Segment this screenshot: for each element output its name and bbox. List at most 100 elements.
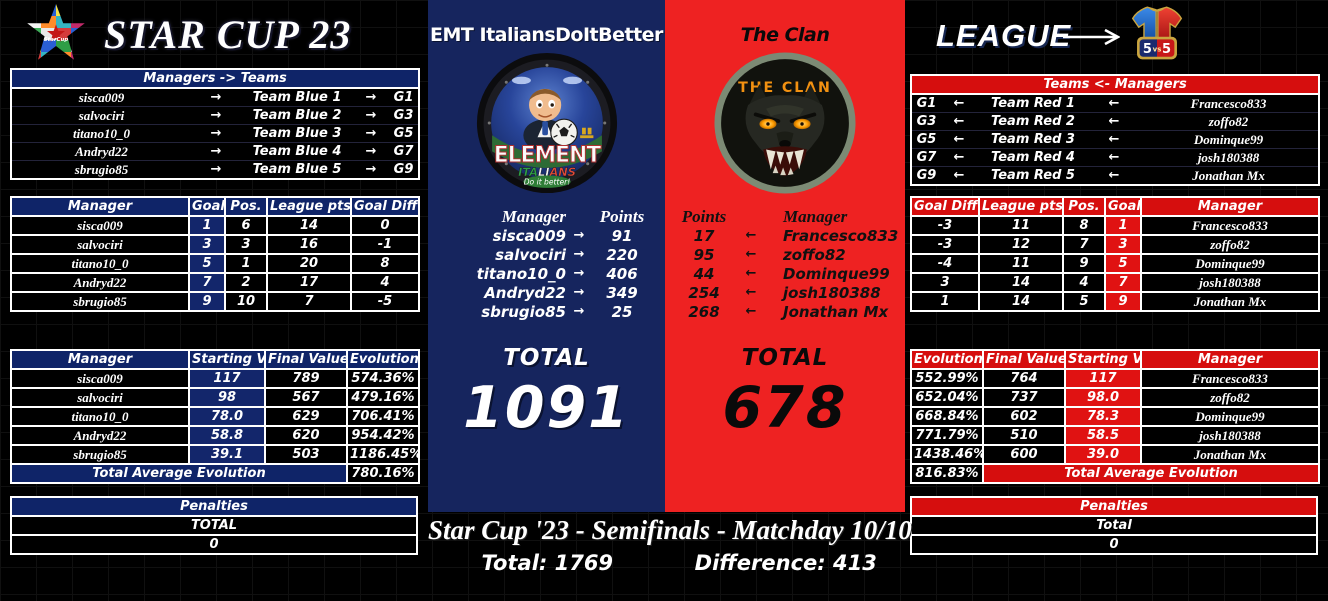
arrow-right-icon: → [573,247,585,262]
page-title: STAR CUP 23 [104,11,352,57]
column-header: League pts. [266,196,352,217]
arrow-left-icon: ← [1089,148,1139,167]
column-header: Goal [1104,196,1142,217]
match-footer: Star Cup '23 - Semifinals - Matchday 10/… [428,515,912,575]
match-title: Star Cup '23 - Semifinals - Matchday 10/… [428,515,912,545]
arrow-left-icon: ← [941,130,977,149]
final-value: 567 [264,387,348,408]
table-row: G7 ← Team Red 4 ← josh180388 [911,148,1320,167]
position-value: 9 [1062,253,1106,274]
element-italians-logo-icon: ELEMENT ITALIANS Do it better! [476,52,617,194]
blue-team-logo: ELEMENT ITALIANS Do it better! [476,52,618,194]
team-name: Team Blue 4 [241,142,353,161]
goal-value: 7 [188,272,226,293]
table-row: salvociri 3 3 16 -1 [10,234,420,255]
final-value: 629 [264,406,348,427]
arrow-left-icon: ← [1089,166,1139,185]
final-value: 503 [264,444,348,465]
column-header: Evolution [910,349,984,370]
table-row: salvociri 98 567 479.16% [10,387,420,408]
arrow-left-icon: ← [941,93,977,113]
list-item: 44 ← Dominque99 [675,264,895,283]
manager-name: titano10_0 [11,124,191,143]
position-value: 7 [1062,234,1106,255]
team-name: Team Blue 3 [241,124,353,143]
column-header: Evolution [346,349,420,370]
evolution-value: 479.16% [346,387,420,408]
column-header: Goal Diff. [910,196,980,217]
arrow-right-icon: → [353,87,389,107]
arrow-left-icon: ← [1089,130,1139,149]
starting-value: 117 [1064,368,1142,389]
manager-name: Francesco833 [1140,215,1320,236]
manager-name: zoffo82 [1139,112,1320,131]
league-header: LEAGUE 5 vs 5 [910,4,1328,68]
list-item: sbrugio85 → 25 [438,302,655,321]
league-points-value: 17 [266,272,352,293]
manager-name: sisca009 [492,226,566,245]
final-value: 737 [982,387,1066,408]
manager-column-header: Manager [783,206,848,226]
table-header: Teams <- Managers [909,74,1321,95]
column-header: Manager [1140,349,1320,370]
blue-team-panel: EMT ItaliansDoItBetter [428,0,665,512]
league-points-value: 7 [266,291,352,312]
table-row: G3 ← Team Red 2 ← zoffo82 [911,112,1320,131]
arrow-right-icon: → [191,106,241,125]
manager-name: Francesco833 [783,226,899,245]
column-header: Pos. [224,196,268,217]
manager-name: sisca009 [11,87,191,107]
arrow-right-icon: → [191,124,241,143]
arrow-right-icon: → [191,87,241,107]
points-value: 220 [606,245,638,264]
table-row: 1438.46% 600 39.0 Jonathan Mx [910,444,1320,465]
goal-value: 1 [188,215,226,236]
starting-value: 58.8 [188,425,266,446]
manager-name: salvociri [495,245,566,264]
goal-diff-value: -3 [910,215,980,236]
arrow-left-icon: ← [745,228,757,243]
manager-name: Andryd22 [10,425,190,446]
arrow-left-icon: ← [745,266,757,281]
manager-name: sisca009 [10,368,190,389]
manager-name: Dominque99 [1140,406,1320,427]
penalties-header: Penalties [10,496,418,517]
red-penalties-table: Penalties Total 0 [910,496,1318,555]
table-row: 1 14 5 9 Jonathan Mx [910,291,1320,312]
penalties-total-label: TOTAL [10,515,418,536]
manager-name: salvociri [11,106,191,125]
list-item: 254 ← josh180388 [675,283,895,302]
evolution-value: 771.79% [910,425,984,446]
goal-value: 7 [1104,272,1142,293]
points-value: 406 [606,264,638,283]
manager-name: josh180388 [1139,148,1320,167]
position-value: 2 [224,272,268,293]
table-row: Andryd22 58.8 620 954.42% [10,425,420,446]
goal-value: 5 [1104,253,1142,274]
manager-name: zoffo82 [1140,387,1320,408]
penalties-total-value: 0 [910,534,1318,555]
table-row: 3 14 4 7 josh180388 [910,272,1320,293]
total-average-label: Total Average Evolution [982,463,1320,484]
position-value: 4 [1062,272,1106,293]
total-average-value: 780.16% [346,463,420,484]
arrow-right-icon: → [353,142,389,161]
the-clan-wolf-logo-icon: THE CLAN [714,52,856,194]
manager-name: Andryd22 [11,142,191,161]
starting-value: 78.0 [188,406,266,427]
final-value: 602 [982,406,1066,427]
badge-right-count: 5 [1162,42,1171,57]
list-item: 95 ← zoffo82 [675,245,895,264]
arrow-right-icon: → [353,160,389,179]
table-row: G1 ← Team Red 1 ← Francesco833 [911,93,1320,113]
league-points-value: 14 [266,215,352,236]
manager-name: Francesco833 [1140,368,1320,389]
table-row: sisca009 → Team Blue 1 → G1 [11,87,420,107]
red-evolution-table: Evolution Final Value Starting V. Manage… [910,349,1320,484]
group-slot: G3 [389,106,420,125]
element-logo-text: ELEMENT [493,143,601,168]
starting-value: 39.1 [188,444,266,465]
blue-managers-teams-table: Managers -> Teams sisca009 → Team Blue 1… [9,68,421,180]
goal-diff-value: 0 [350,215,420,236]
goal-diff-value: 4 [350,272,420,293]
